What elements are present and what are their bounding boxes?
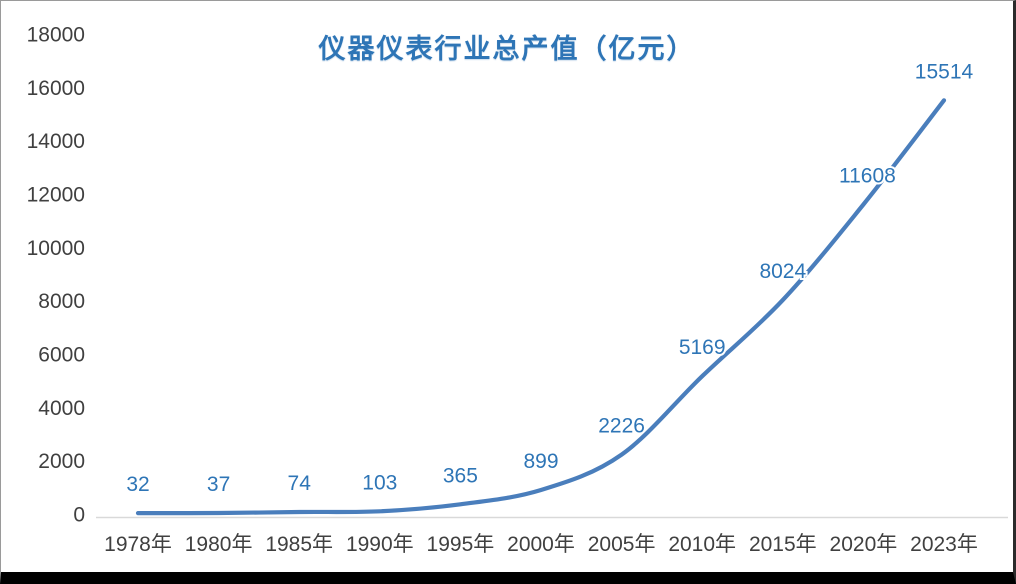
x-tick-label: 2015年 <box>749 533 817 556</box>
data-point-label: 365 <box>443 464 478 487</box>
y-tick-label: 16000 <box>27 77 85 100</box>
data-labels: 32 37 74 103 365 899 2226 5169 8024 11608 15514 <box>124 58 975 498</box>
y-tick-label: 8000 <box>38 290 85 313</box>
y-tick-label: 4000 <box>38 397 85 420</box>
y-axis-tick-labels: 0 2000 4000 6000 8000 10000 12000 14000 16000 180… <box>27 24 85 527</box>
y-tick-label: 6000 <box>38 344 85 367</box>
data-point-label: 899 <box>523 450 558 473</box>
data-point-label: 74 <box>288 472 312 495</box>
data-point-label: 11608 <box>839 164 896 187</box>
data-point-label: 15514 <box>915 60 974 83</box>
data-point-label: 32 <box>126 473 149 496</box>
x-tick-label: 1985年 <box>265 533 333 556</box>
x-tick-label: 1990年 <box>346 533 414 556</box>
y-tick-label: 18000 <box>27 24 85 47</box>
y-tick-label: 14000 <box>27 130 85 153</box>
x-tick-label: 2005年 <box>588 533 656 556</box>
data-series-line <box>135 98 947 516</box>
y-tick-label: 0 <box>73 504 85 527</box>
data-point-label: 8024 <box>759 260 806 283</box>
x-tick-label: 2023年 <box>910 533 978 556</box>
data-point-label: 5169 <box>679 336 726 359</box>
x-axis-tick-labels: 1978年 1980年 1985年 1990年 1995年 2000年 2005年 2010年… <box>104 533 978 556</box>
x-tick-label: 2010年 <box>668 533 736 556</box>
series-line-path <box>135 98 947 516</box>
data-point-label: 2226 <box>598 415 645 438</box>
x-tick-label: 1978年 <box>104 533 172 556</box>
data-point-label: 103 <box>362 471 397 494</box>
y-tick-label: 12000 <box>27 184 85 207</box>
x-tick-label: 1980年 <box>185 533 253 556</box>
data-point-label: 37 <box>207 473 230 496</box>
y-tick-label: 10000 <box>27 237 85 260</box>
x-tick-label: 2020年 <box>830 533 898 556</box>
y-tick-label: 2000 <box>38 450 85 473</box>
x-tick-label: 2000年 <box>507 533 575 556</box>
x-tick-label: 1995年 <box>427 533 495 556</box>
